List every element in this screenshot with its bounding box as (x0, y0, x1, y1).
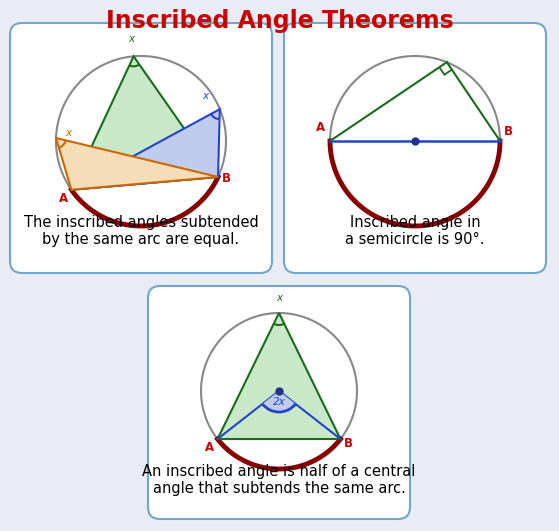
FancyBboxPatch shape (284, 23, 546, 273)
Text: The inscribed angles subtended
by the same arc are equal.: The inscribed angles subtended by the sa… (23, 215, 258, 247)
Polygon shape (72, 109, 220, 190)
Polygon shape (72, 56, 218, 190)
Text: Inscribed angle in
a semicircle is 90°.: Inscribed angle in a semicircle is 90°. (345, 215, 485, 247)
Text: x: x (129, 35, 135, 44)
FancyBboxPatch shape (10, 23, 272, 273)
Wedge shape (263, 391, 296, 412)
Text: An inscribed angle is half of a central
angle that subtends the same arc.: An inscribed angle is half of a central … (143, 464, 416, 496)
Text: B: B (221, 172, 230, 185)
Polygon shape (217, 313, 340, 439)
Text: Inscribed Angle Theorems: Inscribed Angle Theorems (106, 9, 453, 33)
Text: x: x (276, 293, 282, 303)
Text: B: B (504, 125, 513, 138)
FancyBboxPatch shape (148, 286, 410, 519)
Text: A: A (315, 121, 325, 134)
Text: A: A (205, 441, 214, 454)
Text: A: A (59, 192, 68, 205)
Text: B: B (344, 437, 353, 450)
Text: x: x (65, 128, 71, 138)
Polygon shape (56, 138, 218, 190)
Text: x: x (203, 91, 209, 101)
Text: 2x: 2x (273, 397, 286, 407)
